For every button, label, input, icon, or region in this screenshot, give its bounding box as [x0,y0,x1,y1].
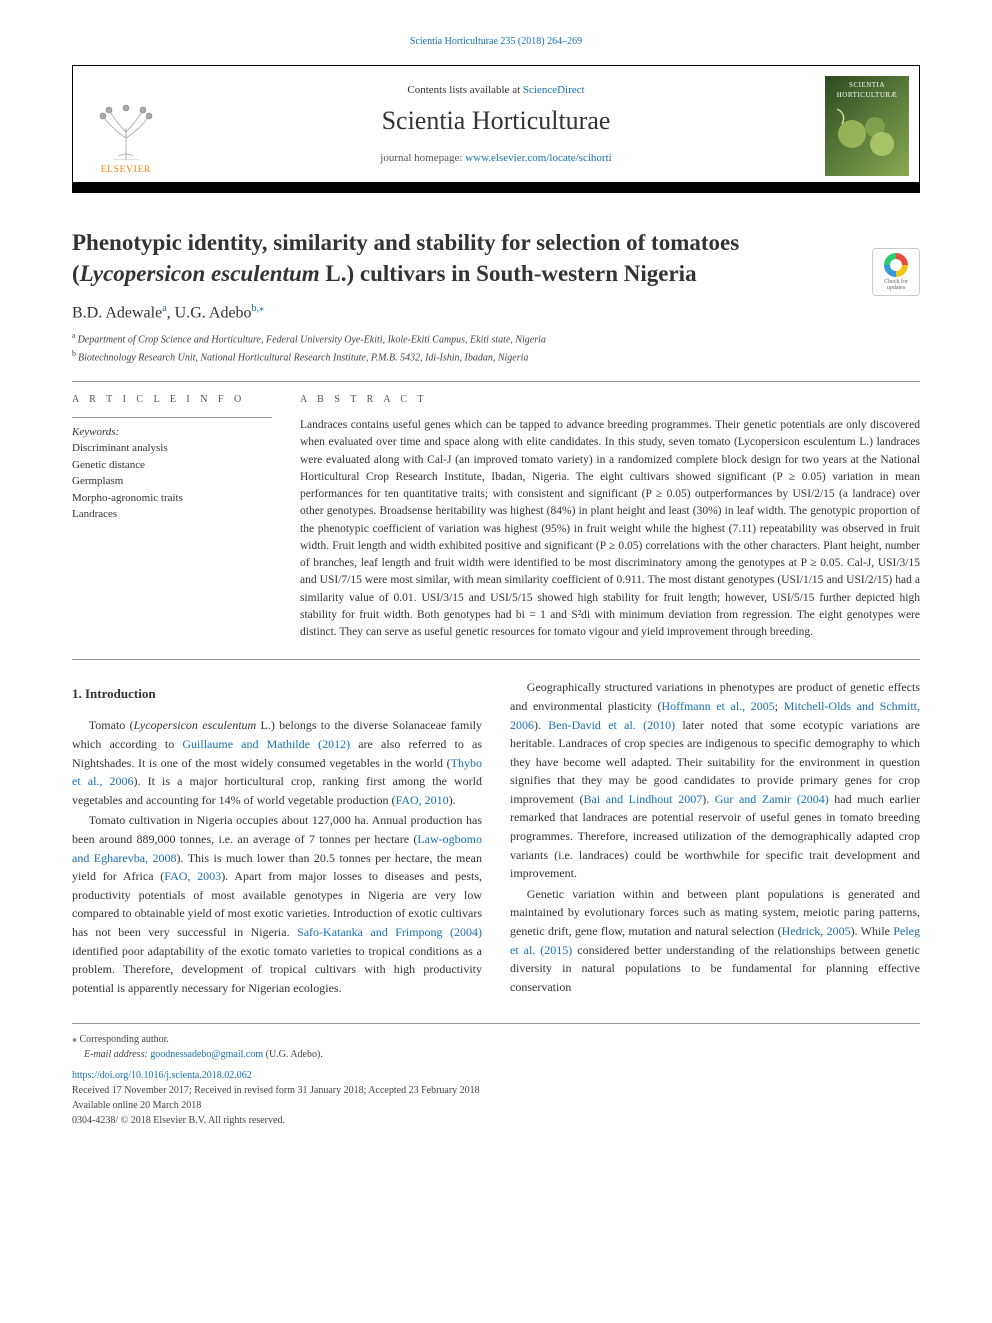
elsevier-logo: ELSEVIER [83,76,169,174]
sciencedirect-link[interactable]: ScienceDirect [523,84,585,96]
keyword-item: Germplasm [72,473,272,490]
affiliation-a: Department of Crop Science and Horticult… [78,335,546,346]
abstract-label: A B S T R A C T [300,394,920,405]
title-post: L.) cultivars in South-western Nigeria [320,261,697,286]
cover-title-line-2: HORTICULTURÆ [837,92,898,100]
corresponding-mark: ⁎ [259,303,264,314]
divider-bottom [72,659,920,660]
body-paragraph: Tomato cultivation in Nigeria occupies a… [72,811,482,997]
affiliation-b: Biotechnology Research Unit, National Ho… [78,352,528,363]
keyword-item: Landraces [72,506,272,523]
journal-name: Scientia Horticulturae [382,106,611,136]
keyword-item: Discriminant analysis [72,440,272,457]
running-header: Scientia Horticulturae 235 (2018) 264–26… [72,36,920,47]
elsevier-tree-icon [91,98,161,160]
elsevier-wordmark: ELSEVIER [101,164,152,174]
body-paragraph: Tomato (Lycopersicon esculentum L.) belo… [72,716,482,809]
citation-link[interactable]: Bai and Lindhout 2007 [584,792,703,806]
body-paragraph: Geographically structured variations in … [510,678,920,883]
journal-homepage-line: journal homepage: www.elsevier.com/locat… [380,152,611,164]
title-species: Lycopersicon esculentum [80,261,320,286]
citation-link[interactable]: Ben-David et al. (2010) [548,718,675,732]
journal-homepage-link[interactable]: www.elsevier.com/locate/scihorti [465,152,612,164]
citation-link[interactable]: Hoffmann et al., 2005 [662,699,775,713]
author-2: U.G. Adebo [175,304,252,321]
homepage-prefix: journal homepage: [380,152,465,164]
citation-link[interactable]: FAO, 2010 [396,793,449,807]
crossmark-badge[interactable]: Check for updates [872,248,920,296]
divider-top [72,381,920,382]
journal-cover-thumbnail: SCIENTIA HORTICULTURÆ [825,76,909,176]
citation-link[interactable]: FAO, 2003 [164,869,221,883]
citation-link[interactable]: Safo-Katanka and Frimpong (2004) [297,925,482,939]
available-online: Available online 20 March 2018 [72,1098,920,1113]
citation-link[interactable]: Hedrick, 2005 [782,924,851,938]
keyword-item: Genetic distance [72,457,272,474]
body-paragraph: Genetic variation within and between pla… [510,885,920,997]
citation-link[interactable]: Gur and Zamir (2004) [715,792,829,806]
cover-title-line-1: SCIENTIA [849,82,885,90]
body-text: 1. Introduction Tomato (Lycopersicon esc… [72,678,920,999]
journal-masthead: ELSEVIER SCIENTIA HORTICULTURÆ Contents … [72,65,920,193]
corresponding-email-link[interactable]: goodnessadebo@gmail.com [150,1049,263,1060]
doi-link[interactable]: https://doi.org/10.1016/j.scienta.2018.0… [72,1070,252,1081]
contents-prefix: Contents lists available at [407,84,522,96]
cover-art-icon [827,99,907,169]
keywords-list: Discriminant analysis Genetic distance G… [72,440,272,523]
keywords-divider [72,417,272,418]
crossmark-line-2: updates [887,285,905,291]
crossmark-icon [884,253,908,277]
article-title: Phenotypic identity, similarity and stab… [72,227,920,289]
author-1: B.D. Adewale [72,304,162,321]
citation-link[interactable]: Guillaume and Mathilde (2012) [182,737,350,751]
page-footer: ⁎ Corresponding author. E-mail address: … [72,1023,920,1128]
email-person: (U.G. Adebo). [263,1049,323,1060]
affiliations: aDepartment of Crop Science and Horticul… [72,330,920,365]
author-2-affil-mark: b, [252,303,260,314]
article-info-label: A R T I C L E I N F O [72,394,272,405]
masthead-bottom-band [73,182,919,192]
section-heading-introduction: 1. Introduction [72,684,482,704]
keywords-heading: Keywords: [72,426,272,438]
contents-list-line: Contents lists available at ScienceDirec… [407,84,584,96]
keyword-item: Morpho-agronomic traits [72,490,272,507]
author-list: B.D. Adewalea, U.G. Adebob,⁎ [72,303,920,322]
corresponding-author-text: Corresponding author. [77,1034,169,1045]
author-separator: , [167,304,175,321]
abstract-text: Landraces contains useful genes which ca… [300,417,920,641]
issn-copyright: 0304-4238/ © 2018 Elsevier B.V. All righ… [72,1113,920,1128]
email-label: E-mail address: [84,1049,150,1060]
article-history: Received 17 November 2017; Received in r… [72,1083,920,1098]
